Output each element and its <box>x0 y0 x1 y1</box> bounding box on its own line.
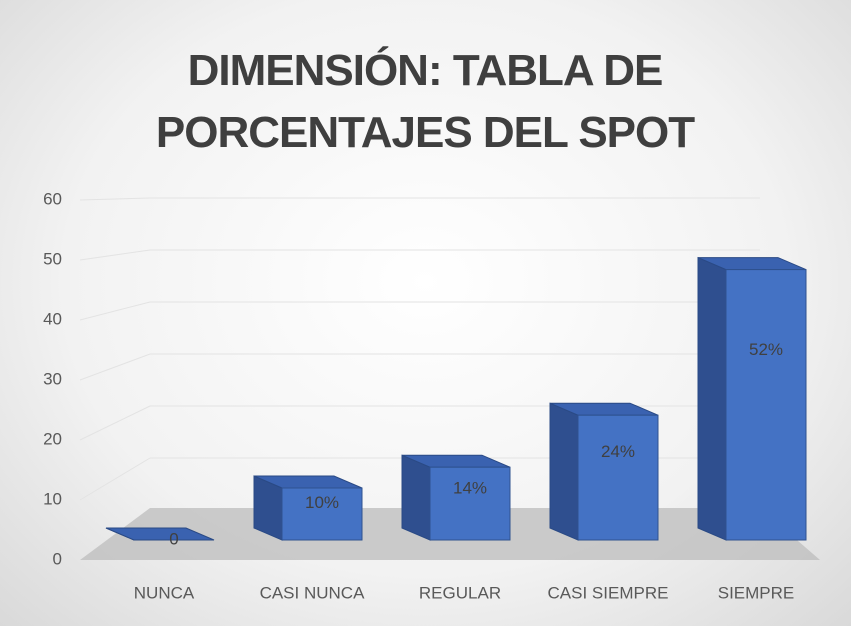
bar-side <box>697 256 727 541</box>
bar-front <box>429 466 511 541</box>
y-tick-label: 20 <box>43 429 62 448</box>
x-tick-label: SIEMPRE <box>718 583 795 602</box>
bar <box>253 475 363 541</box>
x-tick-label: CASI SIEMPRE <box>548 583 669 602</box>
bar-top <box>105 527 215 541</box>
y-tick-label: 60 <box>43 189 62 208</box>
data-label: 14% <box>453 479 487 498</box>
bar-side <box>549 402 579 541</box>
grid-line <box>79 457 151 501</box>
y-tick-label: 0 <box>53 549 62 568</box>
grid-line <box>79 197 151 201</box>
bar-side <box>401 454 431 541</box>
bar-front <box>725 269 807 541</box>
grid-line <box>79 353 151 381</box>
x-tick-label: NUNCA <box>134 583 195 602</box>
bar <box>401 454 511 541</box>
x-tick-label: REGULAR <box>419 583 501 602</box>
chart-title: DIMENSIÓN: TABLA DE PORCENTAJES DEL SPOT <box>155 46 695 157</box>
grid-line <box>79 301 151 321</box>
y-tick-label: 30 <box>43 369 62 388</box>
data-label: 10% <box>305 493 339 512</box>
data-label: 0 <box>169 529 178 548</box>
bar-front <box>281 487 363 541</box>
y-tick-label: 40 <box>43 309 62 328</box>
bar <box>549 402 659 541</box>
bar-front <box>577 414 659 541</box>
bar <box>105 527 215 541</box>
y-tick-label: 50 <box>43 249 62 268</box>
y-tick-label: 10 <box>43 489 62 508</box>
x-tick-label: CASI NUNCA <box>260 583 366 602</box>
grid-line <box>79 249 151 261</box>
grid-line <box>79 405 151 441</box>
data-label: 52% <box>749 340 783 359</box>
data-label: 24% <box>601 442 635 461</box>
bar <box>697 256 807 541</box>
